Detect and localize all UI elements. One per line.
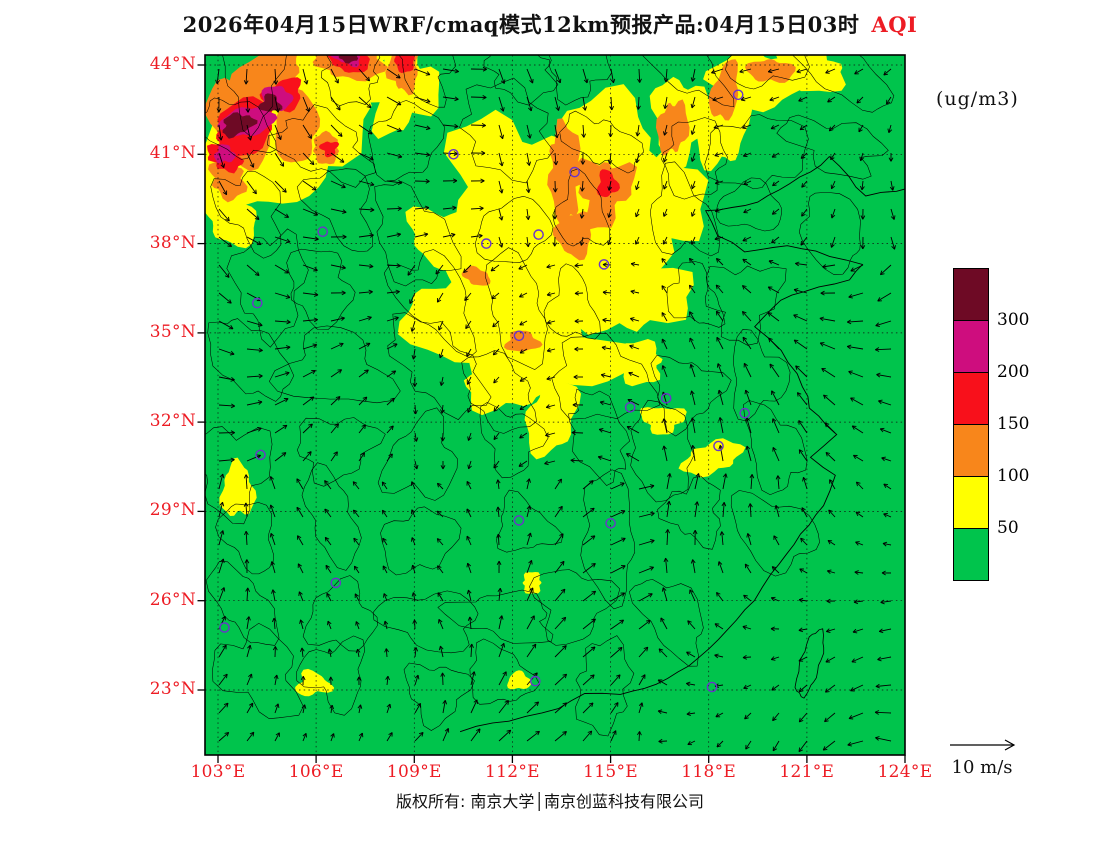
lat-tick-label: 29°N xyxy=(149,500,196,521)
lat-tick-label: 44°N xyxy=(149,54,196,74)
lon-tick-label: 121°E xyxy=(779,762,835,782)
plot-title-variable: AQI xyxy=(871,12,918,37)
axis-ticks xyxy=(197,64,906,763)
units-label: (ug/m3) xyxy=(936,88,1019,110)
wind-reference-label: 10 m/s xyxy=(951,757,1013,778)
colorbar-label: 100 xyxy=(997,466,1030,486)
plot-title: 2026年04月15日WRF/cmaq模式12km预报产品:04月15日03时 A… xyxy=(0,9,1100,39)
colorbar-segment xyxy=(953,320,989,373)
lon-tick-label: 124°E xyxy=(877,762,933,782)
lat-tick-label: 35°N xyxy=(149,321,196,342)
plot-title-main: 2026年04月15日WRF/cmaq模式12km预报产品:04月15日03时 xyxy=(182,12,860,37)
lon-tick-label: 109°E xyxy=(386,762,442,782)
lon-tick-label: 118°E xyxy=(681,762,737,782)
colorbar-label: 200 xyxy=(997,362,1030,382)
lon-tick-label: 112°E xyxy=(484,762,540,782)
lat-tick-label: 38°N xyxy=(149,232,196,253)
colorbar-segment xyxy=(953,372,989,425)
station-markers xyxy=(219,89,751,693)
lat-tick-label: 23°N xyxy=(149,679,196,699)
boundary-lines xyxy=(205,55,905,737)
copyright-footer: 版权所有: 南京大学│南京创蓝科技有限公司 xyxy=(395,792,705,811)
colorbar-segment xyxy=(953,476,989,529)
colorbar-label: 150 xyxy=(997,414,1030,434)
colorbar-segment xyxy=(953,424,989,477)
lat-tick-label: 32°N xyxy=(149,411,196,432)
lat-tick-label: 26°N xyxy=(149,589,196,610)
wind-arrow-layer xyxy=(215,66,896,753)
lon-tick-label: 103°E xyxy=(190,762,246,782)
colorbar-segment xyxy=(953,528,989,581)
lon-tick-label: 106°E xyxy=(288,762,344,782)
wind-reference-arrow xyxy=(950,739,1016,751)
map-area xyxy=(195,45,915,765)
lon-tick-label: 115°E xyxy=(583,762,638,782)
lat-tick-label: 41°N xyxy=(149,143,196,164)
colorbar-segment xyxy=(953,268,989,321)
colorbar-label: 50 xyxy=(997,518,1019,538)
map-frame xyxy=(204,54,906,756)
map-canvas xyxy=(197,54,906,763)
colorbar-label: 300 xyxy=(997,310,1030,330)
